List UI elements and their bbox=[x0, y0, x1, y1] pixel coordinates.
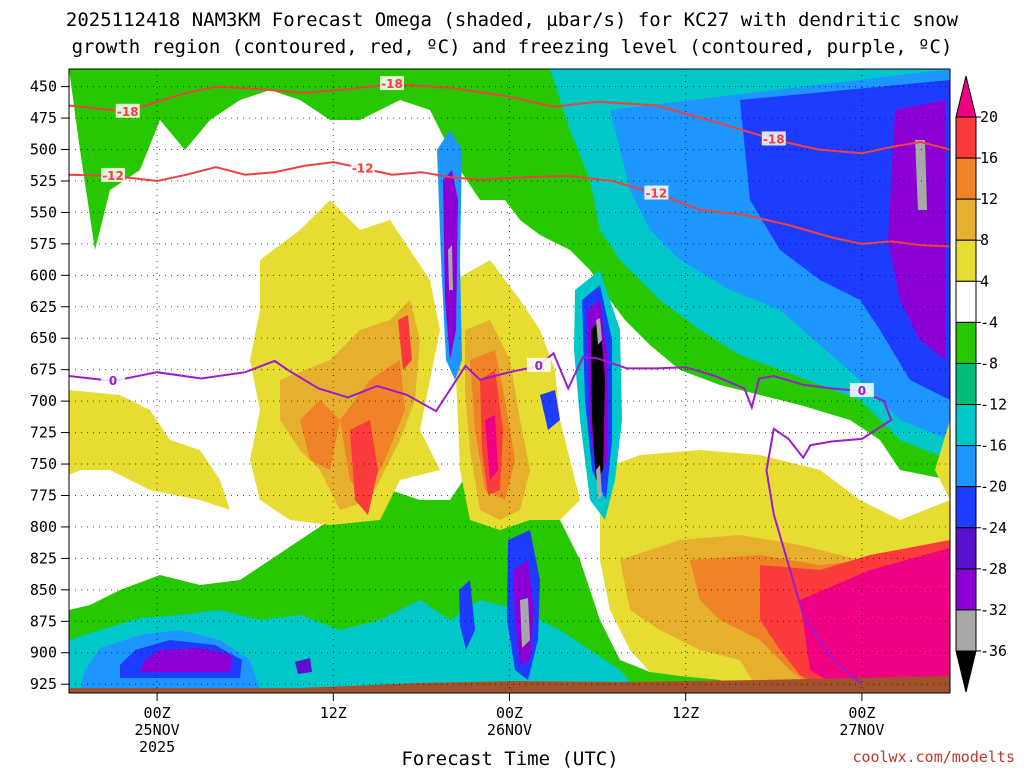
y-tick-label: 450 bbox=[30, 78, 57, 96]
y-tick-label: 550 bbox=[30, 203, 57, 221]
contour-label-bg bbox=[380, 76, 405, 91]
contour-label-bg bbox=[849, 383, 874, 398]
y-tick-label: 650 bbox=[30, 329, 57, 347]
colorbar-label: -12 bbox=[980, 396, 1007, 414]
contour-label: -18 bbox=[381, 77, 403, 91]
y-tick-label: 600 bbox=[30, 266, 57, 284]
y-tick-label: 525 bbox=[30, 172, 57, 190]
x-tick-label: 25NOV bbox=[135, 721, 180, 739]
y-tick-label: 625 bbox=[30, 298, 57, 316]
colorbar-label: 12 bbox=[980, 190, 998, 208]
contour-line-0 bbox=[69, 351, 893, 685]
x-tick-label: 26NOV bbox=[487, 721, 532, 739]
contour-label: -12 bbox=[102, 169, 124, 183]
contour-label: 0 bbox=[858, 384, 866, 398]
contour-label: -12 bbox=[352, 161, 374, 175]
colorbar-label: -28 bbox=[980, 560, 1007, 578]
colorbar-label: -24 bbox=[980, 519, 1007, 537]
y-tick-label: 850 bbox=[30, 581, 57, 599]
colorbar-segment bbox=[955, 404, 977, 447]
colorbar: 20 16 12 8 4 -4 -8 -12 -16 -20 -24 -28 -32 -36 bbox=[955, 75, 1007, 693]
x-tick-label: 00Z bbox=[496, 704, 523, 722]
colorbar-label: 8 bbox=[980, 231, 989, 249]
y-tick-label: 675 bbox=[30, 361, 57, 379]
x-tick-label: 2025 bbox=[139, 738, 175, 756]
colorbar-label: -32 bbox=[980, 601, 1007, 619]
y-tick-label: 700 bbox=[30, 392, 57, 410]
colorbar-extend-top bbox=[955, 75, 977, 118]
y-tick-label: 875 bbox=[30, 612, 57, 630]
colorbar-label: -20 bbox=[980, 478, 1007, 496]
colorbar-label: 20 bbox=[980, 108, 998, 126]
y-tick-label: 475 bbox=[30, 109, 57, 127]
y-tick-label: 900 bbox=[30, 644, 57, 662]
colorbar-segment bbox=[955, 198, 977, 241]
x-tick-label: 00Z bbox=[144, 704, 171, 722]
colorbar-segment bbox=[955, 445, 977, 488]
credit-text: coolwx.com/modelts bbox=[852, 748, 1015, 766]
colorbar-segment bbox=[955, 239, 977, 282]
contour-label: 0 bbox=[535, 359, 543, 373]
y-tick-label: 750 bbox=[30, 455, 57, 473]
y-tick-label: 775 bbox=[30, 486, 57, 504]
contour-label: -18 bbox=[117, 105, 139, 119]
contour-label: -12 bbox=[645, 187, 667, 201]
colorbar-segment bbox=[955, 609, 977, 652]
chart-title-line1: 2025112418 NAM3KM Forecast Omega (shaded… bbox=[66, 9, 959, 31]
colorbar-label: 16 bbox=[980, 149, 998, 167]
y-tick-label: 800 bbox=[30, 518, 57, 536]
x-tick-label: 00Z bbox=[848, 704, 875, 722]
x-tick-label: 12Z bbox=[320, 704, 347, 722]
colorbar-label: -8 bbox=[980, 354, 998, 372]
contour-label-bg bbox=[761, 131, 786, 146]
contour-label-bg bbox=[526, 357, 551, 372]
y-axis: 450 475 500 525 550 575 600 625 650 675 700 725 750 7… bbox=[30, 78, 69, 693]
y-tick-label: 725 bbox=[30, 424, 57, 442]
colorbar-segment bbox=[955, 321, 977, 364]
y-tick-label: 925 bbox=[30, 675, 57, 693]
y-tick-label: 575 bbox=[30, 235, 57, 253]
contour-label-bg bbox=[101, 167, 126, 182]
colorbar-segment bbox=[955, 527, 977, 570]
contour-label: -18 bbox=[763, 132, 785, 146]
colorbar-label: 4 bbox=[980, 272, 989, 290]
contour-label-bg bbox=[101, 373, 126, 387]
x-tick-label: 12Z bbox=[672, 704, 699, 722]
colorbar-label: -36 bbox=[980, 642, 1007, 660]
grid-lines bbox=[69, 69, 950, 693]
contour-label: 0 bbox=[109, 374, 117, 388]
chart-title-line2: growth region (contoured, red, ºC) and f… bbox=[72, 36, 953, 58]
colorbar-label: -4 bbox=[980, 313, 998, 331]
colorbar-segment bbox=[955, 362, 977, 406]
colorbar-label: -16 bbox=[980, 437, 1007, 455]
colorbar-extend-bottom bbox=[955, 650, 977, 693]
colorbar-segment bbox=[955, 116, 977, 159]
x-tick-label: 27NOV bbox=[839, 721, 884, 739]
colorbar-segment bbox=[955, 157, 977, 200]
contour-line--18 bbox=[69, 83, 950, 155]
contour-label-bg bbox=[644, 185, 669, 200]
y-tick-label: 500 bbox=[30, 141, 57, 159]
contour-label-bg bbox=[350, 160, 375, 175]
x-axis-label: Forecast Time (UTC) bbox=[401, 748, 618, 768]
temperature-contours: -18 -18 -18 -12 -12 -12 0 0 0 bbox=[69, 76, 950, 685]
colorbar-segment bbox=[955, 568, 977, 611]
omega-shading bbox=[69, 69, 950, 693]
contour-line--12 bbox=[69, 161, 950, 248]
contour-label-bg bbox=[115, 103, 140, 118]
y-tick-label: 825 bbox=[30, 549, 57, 567]
colorbar-segment bbox=[955, 280, 977, 323]
colorbar-segment bbox=[955, 486, 977, 529]
